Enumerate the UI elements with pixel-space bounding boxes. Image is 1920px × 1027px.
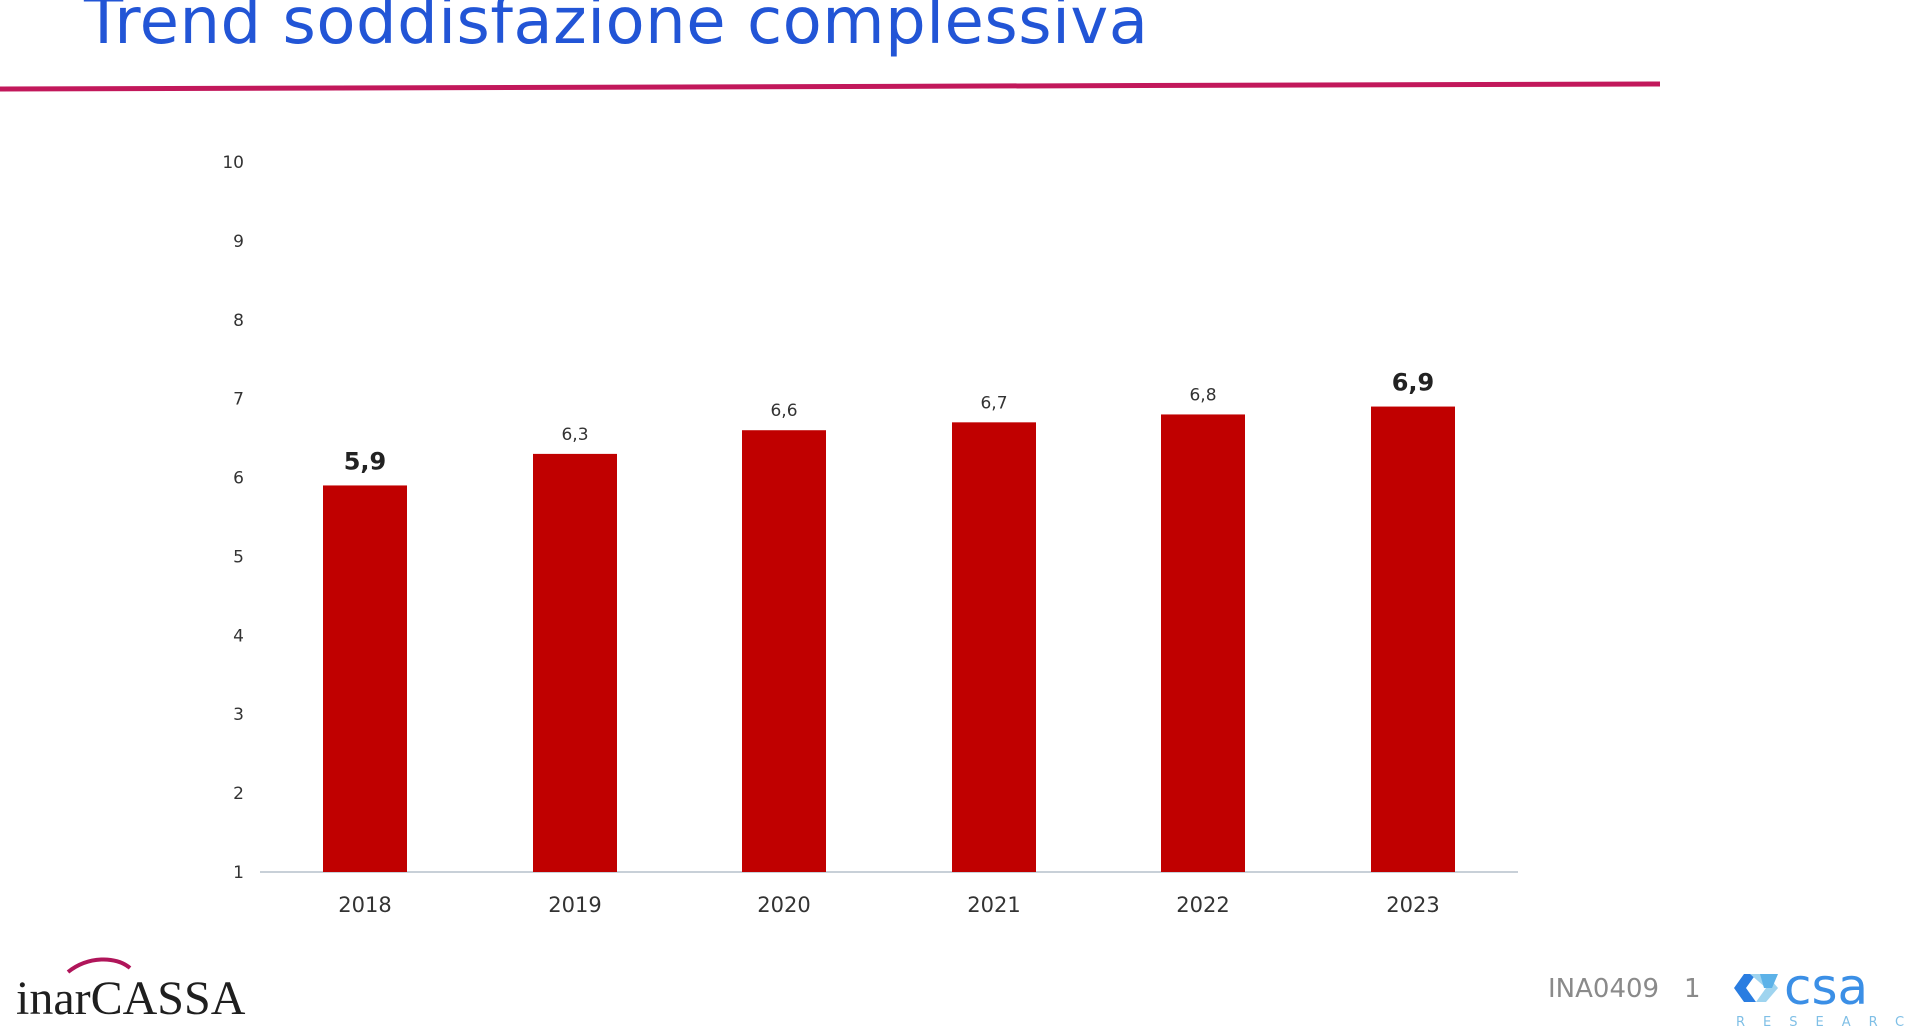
csa-logo-text: csa — [1784, 960, 1868, 1016]
y-axis-ticks: 1 2 3 4 5 6 7 8 9 10 — [222, 153, 244, 883]
data-label-2023: 6,9 — [1392, 369, 1435, 397]
page-title: Trend soddisfazione complessiva — [84, 0, 1149, 59]
bar-2023 — [1371, 406, 1455, 872]
data-label-2018: 5,9 — [344, 447, 387, 475]
data-label-2022: 6,8 — [1189, 385, 1216, 405]
x-tick-label: 2021 — [967, 893, 1020, 917]
csa-research-text: RESEARCH — [1736, 1015, 1920, 1027]
bars-group — [323, 406, 1455, 872]
data-label-2020: 6,6 — [770, 401, 797, 421]
y-tick-label: 3 — [233, 705, 244, 725]
page-number: 1 — [1684, 974, 1701, 1004]
inarcassa-logo-text: inarCASSA — [16, 972, 246, 1020]
data-label-2021: 6,7 — [980, 393, 1007, 413]
bar-2019 — [533, 453, 617, 872]
y-tick-label: 5 — [233, 547, 244, 567]
bar-2020 — [742, 430, 826, 872]
bar-2018 — [323, 485, 407, 872]
x-tick-label: 2018 — [338, 893, 391, 917]
y-tick-label: 6 — [233, 469, 244, 489]
y-tick-label: 1 — [233, 863, 244, 883]
y-tick-label: 8 — [233, 311, 244, 331]
x-tick-label: 2023 — [1386, 893, 1439, 917]
x-tick-label: 2022 — [1176, 893, 1229, 917]
y-tick-label: 10 — [222, 153, 244, 173]
data-labels-group: 5,9 6,3 6,6 6,7 6,8 6,9 — [344, 369, 1435, 476]
csa-logo-mark-mid-icon — [1760, 974, 1778, 988]
y-tick-label: 7 — [233, 390, 244, 410]
x-tick-label: 2019 — [548, 893, 601, 917]
document-code: INA0409 — [1548, 974, 1660, 1004]
y-tick-label: 2 — [233, 784, 244, 804]
bar-2022 — [1161, 414, 1245, 872]
bar-2021 — [952, 422, 1036, 872]
title-divider — [0, 81, 1660, 92]
y-tick-label: 4 — [233, 626, 244, 646]
csa-research-logo: csa RESEARCH — [1734, 960, 1920, 1027]
data-label-2019: 6,3 — [561, 425, 588, 445]
csa-logo-mark-icon — [1734, 974, 1756, 1002]
x-tick-label: 2020 — [757, 893, 810, 917]
y-tick-label: 9 — [233, 232, 244, 252]
x-axis-ticks: 2018 2019 2020 2021 2022 2023 — [338, 893, 1439, 917]
inarcassa-logo: inarCASSA — [16, 957, 246, 1020]
